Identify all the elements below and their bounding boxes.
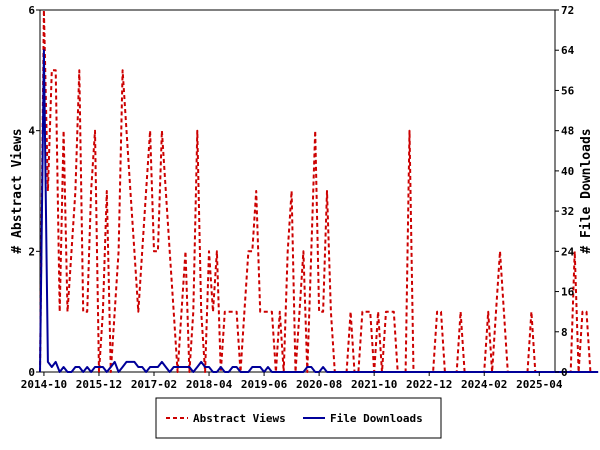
- right-tick-label: 24: [561, 245, 575, 258]
- right-tick-label: 56: [561, 84, 575, 97]
- right-axis-label: # File Downloads: [579, 128, 594, 253]
- x-tick-label: 2024-02: [461, 378, 507, 391]
- right-tick-label: 0: [561, 366, 568, 379]
- x-tick-label: 2020-08: [296, 378, 342, 391]
- legend-label-abstract-views: Abstract Views: [193, 412, 286, 425]
- legend-box: [155, 397, 442, 439]
- x-tick-label: 2025-04: [516, 378, 563, 391]
- right-tick-label: 16: [561, 286, 575, 299]
- plot-frame: [39, 9, 556, 373]
- series-line-abstract-views: [39, 9, 595, 373]
- legend-label-file-downloads: File Downloads: [330, 412, 423, 425]
- legend: Abstract Views File Downloads: [155, 397, 442, 439]
- right-tick-label: 40: [561, 165, 574, 178]
- x-axis: 2014-10 2015-12 2017-02 2018-04 2019-06 2020-…: [21, 372, 563, 391]
- x-tick-label: 2014-10: [21, 378, 67, 391]
- x-tick-label: 2019-06: [241, 378, 288, 391]
- plot-area: [39, 9, 599, 373]
- left-tick-label: 0: [28, 366, 35, 379]
- x-tick-label: 2021-10: [351, 378, 397, 391]
- right-tick-label: 48: [561, 125, 574, 138]
- right-tick-label: 8: [561, 326, 568, 339]
- right-tick-label: 64: [561, 44, 575, 57]
- left-axis: 0 2 4 6: [28, 4, 40, 379]
- x-tick-label: 2022-12: [406, 378, 452, 391]
- x-tick-label: 2018-04: [186, 378, 233, 391]
- x-tick-label: 2015-12: [76, 378, 122, 391]
- right-tick-label: 72: [561, 4, 574, 17]
- left-axis-label: # Abstract Views: [10, 128, 25, 253]
- x-tick-label: 2017-02: [131, 378, 177, 391]
- left-tick-label: 2: [28, 245, 35, 258]
- left-tick-label: 6: [28, 4, 35, 17]
- right-tick-label: 32: [561, 205, 574, 218]
- left-tick-label: 4: [28, 125, 35, 138]
- right-axis: 0 8 16 24 32 40 48 56 64 72: [555, 4, 575, 379]
